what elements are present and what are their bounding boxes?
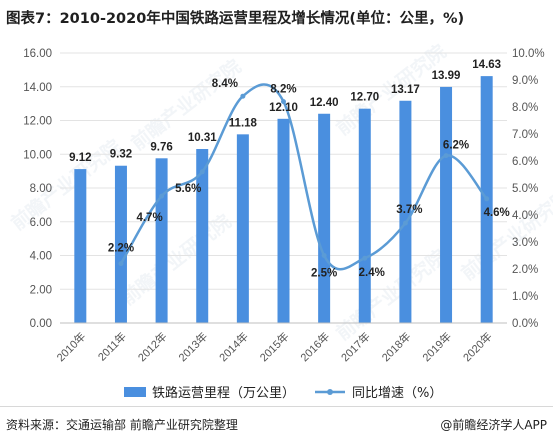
footer: 资料来源：交通运输部 前瞻产业研究院整理 @前瞻经济学人APP (0, 406, 553, 442)
x-tick-label: 2010年 (53, 329, 88, 364)
y-left-tick-label: 14.00 (23, 82, 52, 94)
x-tick-label: 2012年 (135, 329, 170, 364)
y-left-tick-label: 0.00 (30, 318, 52, 330)
bar (155, 158, 168, 323)
y-left-tick-label: 16.00 (23, 48, 52, 60)
line-point (240, 93, 246, 99)
y-left-tick-label: 6.00 (30, 217, 52, 229)
source-note: 资料来源：交通运输部 前瞻产业研究院整理 (6, 418, 238, 432)
bar-value-label: 13.17 (391, 84, 420, 96)
bar-value-label: 12.40 (310, 97, 339, 109)
line-point (159, 193, 165, 199)
line-value-label: 2.5% (311, 268, 337, 280)
x-tick-label: 2019年 (419, 329, 454, 364)
y-right-tick-label: 7.0% (512, 129, 538, 141)
y-right-tick-label: 3.0% (512, 237, 538, 249)
line-point (484, 196, 490, 202)
line-point (118, 261, 124, 267)
line-value-label: 4.6% (484, 207, 510, 219)
line-value-label: 4.7% (136, 212, 162, 224)
bar-value-label: 14.63 (472, 59, 501, 71)
y-right-tick-label: 5.0% (512, 183, 538, 195)
line-point (362, 255, 368, 261)
bar-value-label: 12.70 (350, 92, 379, 104)
x-tick-label: 2018年 (379, 329, 414, 364)
legend-marker-line (327, 389, 333, 395)
watermark-text: 前瞻产业研究院 (117, 210, 236, 310)
x-tick-label: 2014年 (216, 329, 251, 364)
line-value-label: 2.2% (108, 243, 134, 255)
y-left-tick-label: 8.00 (30, 183, 52, 195)
bar (74, 169, 87, 323)
bar (399, 100, 412, 323)
bar (358, 108, 371, 323)
bar (114, 165, 127, 323)
y-right-tick-label: 2.0% (512, 264, 538, 276)
bar-value-label: 9.32 (110, 149, 132, 161)
y-right-tick-label: 10.0% (512, 48, 545, 60)
line-series (118, 83, 490, 271)
bar-value-label: 11.18 (229, 117, 258, 129)
y-right-tick-label: 0.0% (512, 318, 538, 330)
bar-value-label: 12.10 (269, 102, 298, 114)
legend: 铁路运营里程（万公里） 同比增速（%） (124, 385, 442, 401)
growth-line (119, 83, 488, 271)
y-right-tick-label: 8.0% (512, 102, 538, 114)
line-value-label: 6.2% (443, 140, 469, 152)
line-point (199, 169, 205, 175)
watermark-text: 前瞻产业研究院 (457, 185, 553, 285)
chart: 前瞻产业研究院前瞻产业研究院前瞻产业研究院前瞻产业研究院前瞻产业研究院前瞻产业研… (7, 40, 553, 401)
data-labels: 9.12 9.32 9.76 10.31 11.18 12.10 12.40 12.70 13.… (69, 59, 510, 279)
bar-series (74, 76, 493, 324)
x-tick-label: 2011年 (95, 329, 129, 363)
line-value-label: 3.7% (396, 204, 422, 216)
bar-value-label: 9.12 (69, 152, 91, 164)
credit-note: @前瞻经济学人APP (440, 418, 547, 432)
x-tick-label: 2020年 (460, 329, 495, 364)
line-value-label: 8.2% (270, 84, 296, 96)
y-left-tick-label: 10.00 (23, 149, 52, 161)
legend-swatch-bar (124, 387, 146, 397)
y-left-tick-label: 4.00 (30, 251, 52, 263)
bar (277, 118, 290, 323)
legend-label-bar: 铁路运营里程（万公里） (152, 385, 295, 401)
y-right-tick-label: 4.0% (512, 210, 538, 222)
bar (236, 134, 249, 323)
bar (196, 149, 209, 323)
bar (440, 86, 453, 323)
y-right-tick-label: 1.0% (512, 291, 538, 303)
chart-title: 图表7：2010-2020年中国铁路运营里程及增长情况(单位：公里，%) (6, 11, 465, 27)
line-value-label: 2.4% (359, 267, 385, 279)
line-value-label: 8.4% (212, 78, 238, 90)
line-point (281, 99, 286, 105)
watermark-text: 前瞻产业研究院 (127, 55, 246, 155)
line-point (402, 220, 408, 226)
bar (318, 113, 331, 323)
y-right-tick-label: 9.0% (512, 75, 538, 87)
line-value-label: 5.6% (175, 183, 201, 195)
y-left-tick-label: 12.00 (23, 116, 52, 128)
y-left-tick-label: 2.00 (30, 284, 52, 296)
line-point (321, 253, 327, 258)
y-right-tick-label: 6.0% (512, 156, 538, 168)
bar-value-label: 10.31 (188, 132, 217, 144)
line-point (443, 153, 449, 159)
x-tick-label: 2015年 (257, 329, 292, 364)
legend-label-line: 同比增速（%） (352, 386, 442, 401)
watermark-text: 前瞻产业研究院 (332, 245, 451, 345)
bar-value-label: 9.76 (150, 141, 172, 153)
x-tick-label: 2013年 (175, 329, 210, 364)
bar-value-label: 13.99 (432, 70, 461, 82)
x-tick-label: 2016年 (297, 329, 332, 364)
